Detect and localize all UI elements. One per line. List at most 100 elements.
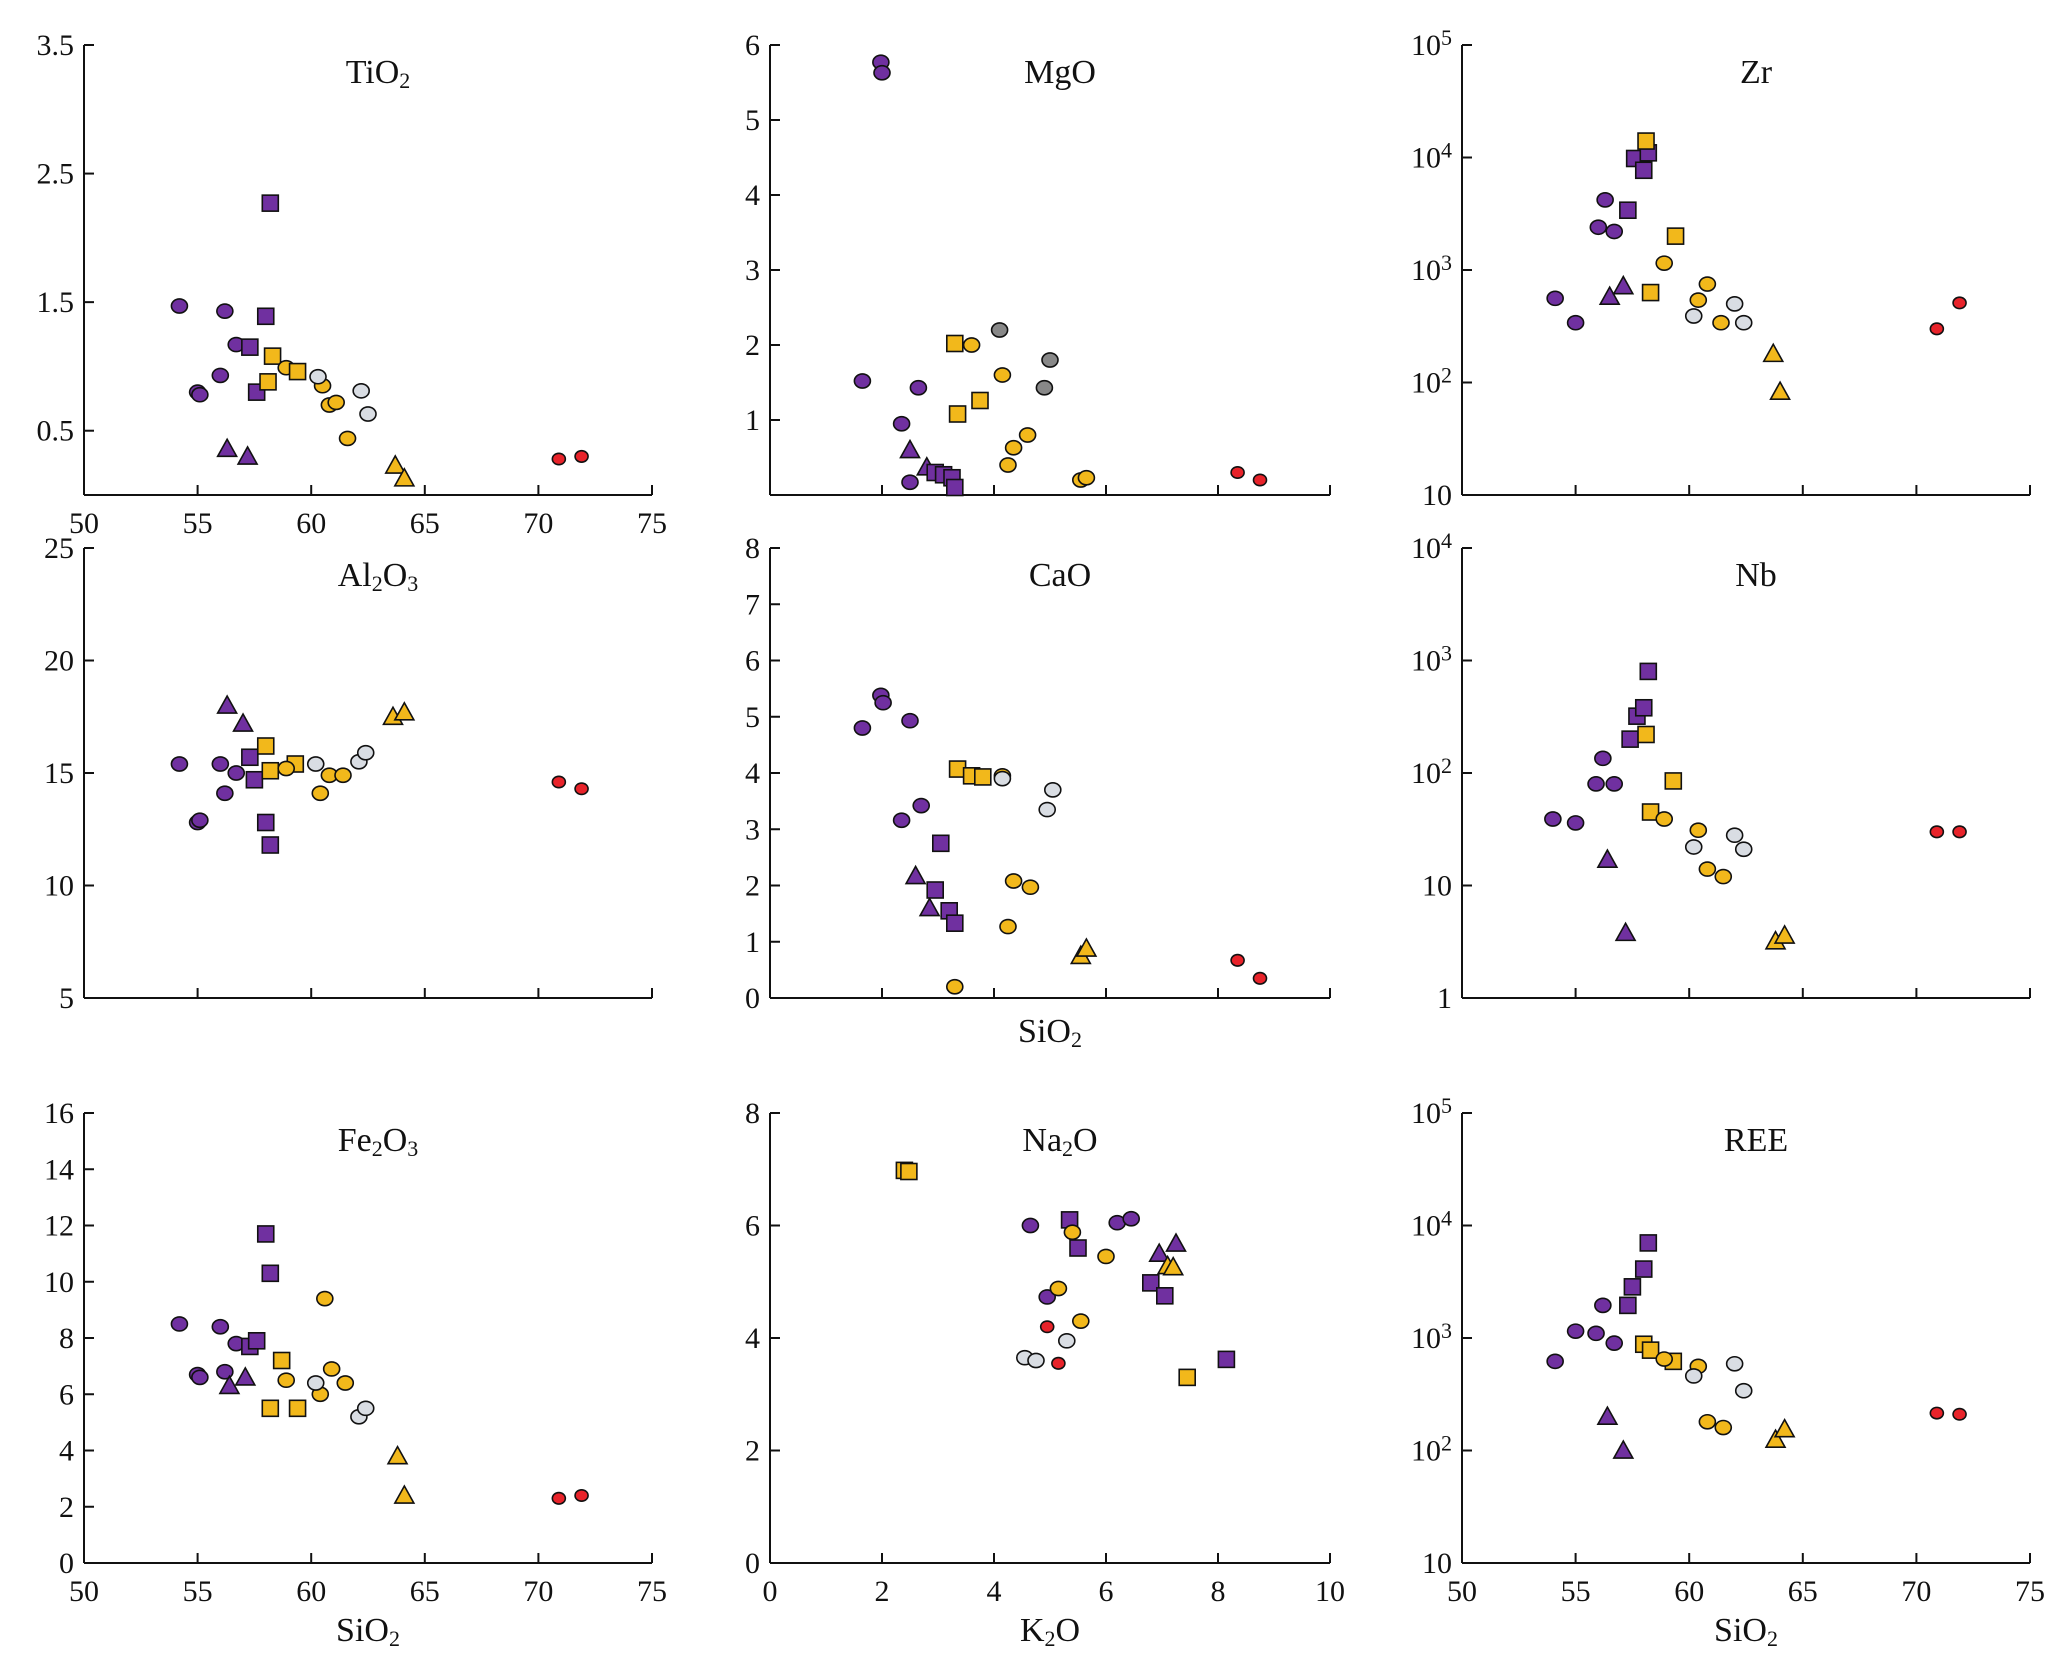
panel-ree-y-tick-label-10000: 104 — [1411, 1206, 1452, 1243]
panel-nb-point-circle — [1566, 815, 1585, 831]
panel-nb-y-tick-label-10: 10 — [1422, 870, 1452, 903]
panel-cao-series-3 — [948, 760, 992, 786]
panel-zr-y-tick-label-100000: 105 — [1411, 25, 1452, 62]
panel-fe2o3-series-5 — [306, 1375, 375, 1425]
panel-fe2o3: 0 2 4 6 8 10 12 14 16 50 55 60 65 70 75 Fe2O3 SiO2 — [44, 1097, 667, 1651]
panel-al2o3-point-circle — [356, 744, 375, 761]
panel-zr-y-tick-label-10: 10 — [1422, 479, 1452, 512]
panel-cao-point-circle — [1230, 953, 1245, 967]
panel-zr-point-square — [1641, 283, 1660, 302]
panel-nb-point-circle — [1714, 868, 1733, 885]
panel-tio2-point-triangle — [216, 437, 238, 458]
panel-na2o-point-circle — [1072, 1313, 1090, 1329]
panel-al2o3-point-circle — [211, 756, 230, 772]
panel-mgo-y-tick-label-3: 3 — [745, 254, 760, 287]
panel-fe2o3-point-circle — [216, 1363, 234, 1380]
panel-tio2-point-circle — [338, 430, 357, 447]
panel-tio2-point-circle — [309, 368, 327, 385]
panel-tio2-point-circle — [574, 449, 589, 463]
panel-al2o3-point-square — [261, 836, 280, 854]
panel-ree-x-tick-label-60: 60 — [1674, 1575, 1704, 1608]
panel-zr-point-circle — [1596, 192, 1614, 208]
panel-fe2o3-x-tick-label-50: 50 — [69, 1575, 99, 1608]
panel-zr-point-circle — [1952, 296, 1967, 310]
panel-ree-series-4 — [1655, 1351, 1733, 1436]
panel-tio2-point-circle — [191, 386, 209, 403]
panel-nb-point-circle — [1684, 839, 1703, 855]
panel-cao-point-circle — [901, 712, 919, 729]
panel-ree-point-triangle — [1773, 1417, 1796, 1438]
panel-na2o-point-square — [1069, 1239, 1087, 1257]
panel-tio2-y-tick-label-2_5: 2.5 — [37, 158, 75, 191]
panel-ree-point-circle — [1546, 1353, 1564, 1370]
panel-nb-point-circle — [1689, 822, 1708, 839]
panel-al2o3-y-tick-label-10: 10 — [44, 870, 74, 903]
panel-mgo-point-triangle — [899, 438, 921, 459]
panel-nb-point-square — [1621, 730, 1639, 748]
panel-ree-point-triangle — [1596, 1405, 1619, 1426]
panel-nb-series-5 — [1684, 827, 1753, 858]
panel-cao-y-tick-label-2: 2 — [745, 870, 760, 903]
panel-ree-series-7 — [1929, 1406, 1967, 1421]
panel-na2o-y-tick-label-2: 2 — [745, 1435, 760, 1468]
panel-mgo-point-circle — [853, 373, 872, 389]
panel-fe2o3-x-tick-label-75: 75 — [637, 1575, 667, 1608]
panel-tio2-y-tick-label-0_5: 0.5 — [37, 415, 75, 448]
panel-tio2-x-tick-label-75: 75 — [637, 507, 667, 540]
panel-al2o3-y-tick-label-20: 20 — [44, 645, 74, 678]
panel-al2o3-y-tick-label-15: 15 — [44, 757, 74, 790]
panel-al2o3-series-4 — [277, 760, 352, 802]
panel-al2o3-y-tick-label-25: 25 — [44, 532, 74, 565]
panel-na2o-point-circle — [1097, 1248, 1115, 1265]
panel-nb-series-3 — [1637, 725, 1683, 821]
panel-cao-y-tick-label-4: 4 — [745, 757, 760, 790]
panel-tio2-point-circle — [211, 367, 230, 384]
panel-cao-point-circle — [993, 770, 1012, 787]
panel-tio2-x-tick-label-50: 50 — [69, 507, 99, 540]
panel-nb-series-0 — [1544, 750, 1624, 831]
panel-cao-series-6 — [1069, 937, 1098, 965]
panel-nb-point-circle — [1698, 861, 1717, 877]
panel-cao-point-circle — [853, 720, 872, 736]
panel-na2o-point-square — [1156, 1287, 1174, 1305]
panel-tio2-point-square — [256, 307, 275, 326]
panel-al2o3-series-5 — [306, 744, 375, 772]
panel-al2o3-point-circle — [574, 782, 589, 796]
panel-al2o3-point-triangle — [393, 701, 416, 721]
panel-zr-series-1 — [1619, 144, 1658, 220]
panel-nb-series-4 — [1655, 811, 1733, 885]
panel-al2o3-series-7 — [551, 775, 589, 796]
panel-na2o-series-0 — [895, 1161, 1196, 1387]
panel-mgo-point-square — [945, 334, 964, 353]
panel-ree-series-1 — [1619, 1234, 1658, 1315]
panel-ree: 10 102 103 104 105 50 55 60 65 70 75 REE SiO2 — [1411, 1093, 2045, 1651]
panel-zr-series-3 — [1637, 132, 1685, 302]
panel-fe2o3-y-tick-label-12: 12 — [44, 1210, 74, 1243]
panel-al2o3-point-circle — [227, 765, 246, 781]
panel-zr-point-circle — [1605, 223, 1624, 240]
panel-al2o3-y-tick-label-5: 5 — [59, 982, 74, 1015]
panel-fe2o3-series-3 — [261, 1351, 307, 1418]
panel-tio2-y-tick-label-3_5: 3.5 — [37, 29, 75, 62]
panel-al2o3-series-0 — [170, 756, 246, 831]
panel-mgo-series-6 — [1230, 465, 1268, 487]
panel-cao-y-tick-label-3: 3 — [745, 813, 760, 846]
panel-tio2-point-circle — [170, 298, 189, 314]
panel-mgo-y-tick-label-2: 2 — [745, 329, 760, 362]
panel-fe2o3-point-triangle — [386, 1444, 409, 1465]
panel-na2o-y-tick-label-4: 4 — [745, 1322, 760, 1355]
panel-cao-point-circle — [945, 978, 964, 995]
panel-al2o3-point-square — [256, 737, 275, 755]
panel-fe2o3-series-7 — [551, 1488, 589, 1505]
panel-ree-point-square — [1634, 1260, 1653, 1278]
panel-ree-series-5 — [1684, 1355, 1753, 1399]
panel-cao: 0 1 2 3 4 5 6 7 8 CaO SiO2 — [745, 532, 1331, 1052]
panel-nb-point-circle — [1929, 825, 1945, 839]
panel-tio2-point-circle — [359, 406, 377, 422]
panel-zr-point-triangle — [1762, 342, 1785, 363]
panel-na2o-point-circle — [1063, 1224, 1082, 1241]
panel-ree-point-triangle — [1612, 1439, 1635, 1459]
panel-ree-y-tick-label-100: 102 — [1411, 1431, 1452, 1468]
panel-cao-point-circle — [1252, 971, 1268, 985]
panel-tio2-point-triangle — [384, 454, 407, 474]
